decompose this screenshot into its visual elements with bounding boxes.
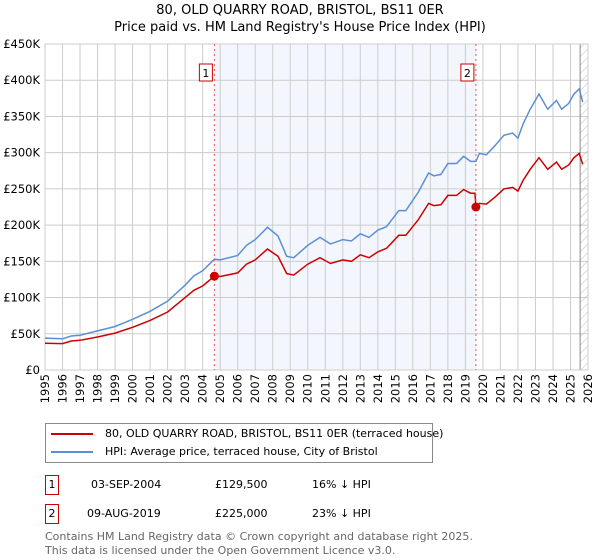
y-tick-label: £300K <box>3 146 40 160</box>
y-tick-label: £250K <box>3 182 40 196</box>
x-tick-label: 2019 <box>458 374 472 403</box>
red-line-swatch <box>51 433 93 435</box>
x-tick-label: 2025 <box>563 374 577 403</box>
y-tick-label: £200K <box>3 218 40 232</box>
sale-row-2: 2 09-AUG-2019 £225,000 23% ↓ HPI <box>45 504 445 524</box>
forecast-hatch-region <box>580 44 588 370</box>
sale-point <box>209 271 219 281</box>
sale-price: £129,500 <box>215 478 268 491</box>
x-tick-label: 2024 <box>546 374 560 403</box>
x-tick-label: 2003 <box>178 374 192 403</box>
x-tick-label: 2008 <box>266 374 280 403</box>
x-tick-label: 2014 <box>371 374 385 403</box>
legend-item-property: 80, OLD QUARRY ROAD, BRISTOL, BS11 0ER (… <box>46 426 443 442</box>
x-tick-label: 2015 <box>388 374 402 403</box>
blue-line-swatch <box>51 451 93 453</box>
sale-point <box>471 202 481 212</box>
plot-border <box>44 43 589 371</box>
legend-property-label: 80, OLD QUARRY ROAD, BRISTOL, BS11 0ER (… <box>105 427 444 440</box>
price-chart: 1995 1996 1997 1998 1999 2000 2001 2002 2003 2004… <box>3 37 595 403</box>
x-tick-label: 2013 <box>353 374 367 403</box>
sale-price: £225,000 <box>215 507 268 520</box>
x-tick-label: 2018 <box>441 374 455 403</box>
sale-hpi-diff: 16% ↓ HPI <box>312 478 371 491</box>
legend-item-hpi: HPI: Average price, terraced house, City… <box>46 444 378 460</box>
x-tick-label: 1996 <box>56 374 70 403</box>
sale-row-1: 1 03-SEP-2004 £129,500 16% ↓ HPI <box>45 475 445 495</box>
sale-date: 09-AUG-2019 <box>87 507 161 520</box>
x-tick-label: 2016 <box>406 374 420 403</box>
x-tick-label: 2011 <box>318 374 332 403</box>
x-tick-label: 1999 <box>108 374 122 403</box>
x-tick-label: 2021 <box>493 374 507 403</box>
chart-subtitle: Price paid vs. HM Land Registry's House … <box>114 20 486 35</box>
y-tick-label: £150K <box>3 254 40 268</box>
y-tick-label: £450K <box>3 37 40 51</box>
footer-licence: This data is licensed under the Open Gov… <box>45 544 396 557</box>
x-tick-label: 2005 <box>213 374 227 403</box>
sale-marker-box <box>460 63 475 82</box>
sale-marker-label: 2 <box>464 67 471 80</box>
x-tick-label: 2007 <box>248 374 262 403</box>
footer-copyright: Contains HM Land Registry data © Crown c… <box>45 530 473 543</box>
x-tick-label: 2001 <box>143 374 157 403</box>
sale-date: 03-SEP-2004 <box>91 478 162 491</box>
property-series-line <box>44 152 584 345</box>
x-tick-label: 2006 <box>231 374 245 403</box>
x-tick-label: 2002 <box>161 374 175 403</box>
x-tick-label: 2023 <box>528 374 542 403</box>
x-tick-label: 2026 <box>581 374 595 403</box>
sale-marker-label: 1 <box>202 67 209 80</box>
sale-marker-label: 2 <box>45 504 59 524</box>
y-tick-label: £400K <box>3 73 40 87</box>
sale-marker-label: 1 <box>45 475 59 495</box>
sale-marker-box <box>198 63 213 82</box>
x-tick-label: 2009 <box>283 374 297 403</box>
x-tick-label: 2012 <box>336 374 350 403</box>
y-tick-label: £100K <box>3 291 40 305</box>
x-tick-label: 1995 <box>38 374 52 403</box>
sale-hpi-diff: 23% ↓ HPI <box>312 507 371 520</box>
y-tick-label: £350K <box>3 109 40 123</box>
x-tick-label: 2017 <box>423 374 437 403</box>
legend-hpi-label: HPI: Average price, terraced house, City… <box>105 445 378 458</box>
legend: 80, OLD QUARRY ROAD, BRISTOL, BS11 0ER (… <box>45 423 443 463</box>
x-tick-label: 1997 <box>73 374 87 403</box>
x-tick-label: 2010 <box>301 374 315 403</box>
hpi-series-line <box>44 87 584 340</box>
x-tick-label: 1998 <box>91 374 105 403</box>
x-tick-label: 2004 <box>196 374 210 403</box>
y-tick-label: £50K <box>11 327 41 341</box>
y-tick-label: £0 <box>25 363 40 377</box>
x-tick-label: 2022 <box>511 374 525 403</box>
chart-title: 80, OLD QUARRY ROAD, BRISTOL, BS11 0ER <box>156 3 444 18</box>
ownership-shaded-band <box>214 44 476 370</box>
x-tick-label: 2000 <box>126 374 140 403</box>
x-tick-label: 2020 <box>476 374 490 403</box>
